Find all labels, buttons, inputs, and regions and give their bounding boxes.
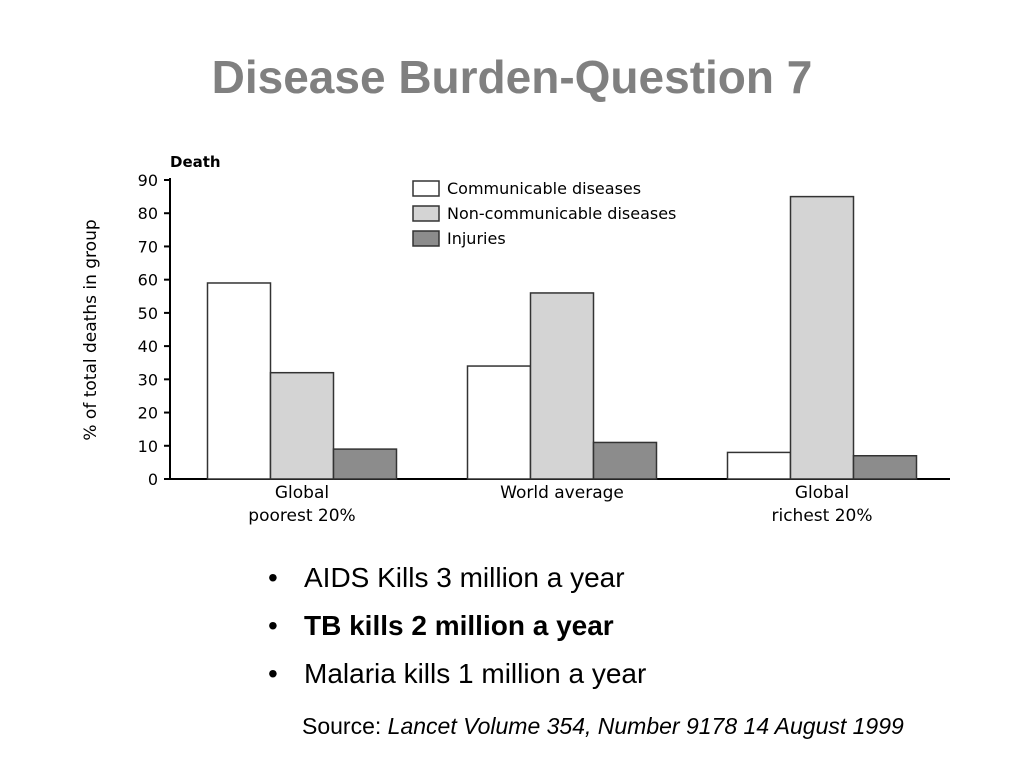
- x-tick-label: Global: [795, 483, 849, 503]
- legend-swatch: [412, 205, 440, 222]
- bar-communicable-diseases: [206, 282, 272, 480]
- bar-injuries: [332, 448, 398, 480]
- y-tick-label: 80: [138, 204, 158, 223]
- bullet-item: • AIDS Kills 3 million a year: [268, 554, 646, 602]
- legend-label: Injuries: [447, 229, 506, 248]
- y-tick-label: 50: [138, 304, 158, 323]
- y-tick-label: 70: [138, 237, 158, 256]
- y-tick-label: 20: [138, 404, 158, 423]
- bullet-glyph: •: [268, 658, 278, 689]
- x-tick-label: World average: [500, 483, 624, 503]
- chart-bars: [206, 195, 918, 480]
- bullet-glyph: •: [268, 610, 278, 641]
- y-tick-label: 0: [148, 470, 158, 489]
- x-tick-label: Global: [275, 483, 329, 503]
- bullet-text: Malaria kills 1 million a year: [304, 658, 647, 689]
- source-citation: Source: Lancet Volume 354, Number 9178 1…: [302, 713, 904, 740]
- legend-swatch: [412, 180, 440, 197]
- y-tick-label: 10: [138, 437, 158, 456]
- x-tick-label: richest 20%: [771, 506, 872, 526]
- bar-non-communicable-diseases: [789, 195, 855, 480]
- bar-communicable-diseases: [466, 365, 532, 480]
- x-tick-labels: Global poorest 20% World average Global rich…: [248, 483, 872, 526]
- bar-communicable-diseases: [726, 451, 792, 480]
- slide-title: Disease Burden-Question 7: [211, 51, 813, 103]
- chart-legend: Communicable diseases Non-communicable di…: [412, 179, 676, 248]
- legend-swatch: [412, 230, 440, 247]
- bar-injuries: [852, 454, 918, 480]
- bullet-text: TB kills 2 million a year: [304, 610, 614, 641]
- y-tick-label: 40: [138, 337, 158, 356]
- bullet-item: • TB kills 2 million a year: [268, 602, 646, 650]
- y-tick-label: 60: [138, 271, 158, 290]
- bullet-text: AIDS Kills 3 million a year: [304, 562, 625, 593]
- bar-non-communicable-diseases: [529, 292, 595, 480]
- bar-non-communicable-diseases: [269, 371, 335, 480]
- y-axis-label: % of total deaths in group: [81, 219, 101, 440]
- legend-label: Communicable diseases: [447, 179, 641, 198]
- bullet-list: • AIDS Kills 3 million a year • TB kills 2 …: [268, 554, 646, 698]
- chart-title: Death: [170, 153, 221, 171]
- y-tick-label: 90: [138, 171, 158, 190]
- x-tick-label: poorest 20%: [248, 506, 355, 526]
- bullet-item: • Malaria kills 1 million a year: [268, 650, 646, 698]
- legend-label: Non-communicable diseases: [447, 204, 676, 223]
- source-reference: Lancet Volume 354, Number 9178 14 August…: [387, 713, 904, 739]
- death-chart: Death % of total deaths in group 0 10 20 30…: [81, 153, 950, 526]
- bullet-glyph: •: [268, 562, 278, 593]
- bar-injuries: [592, 441, 658, 480]
- y-tick-label: 30: [138, 370, 158, 389]
- source-label: Source:: [302, 713, 388, 739]
